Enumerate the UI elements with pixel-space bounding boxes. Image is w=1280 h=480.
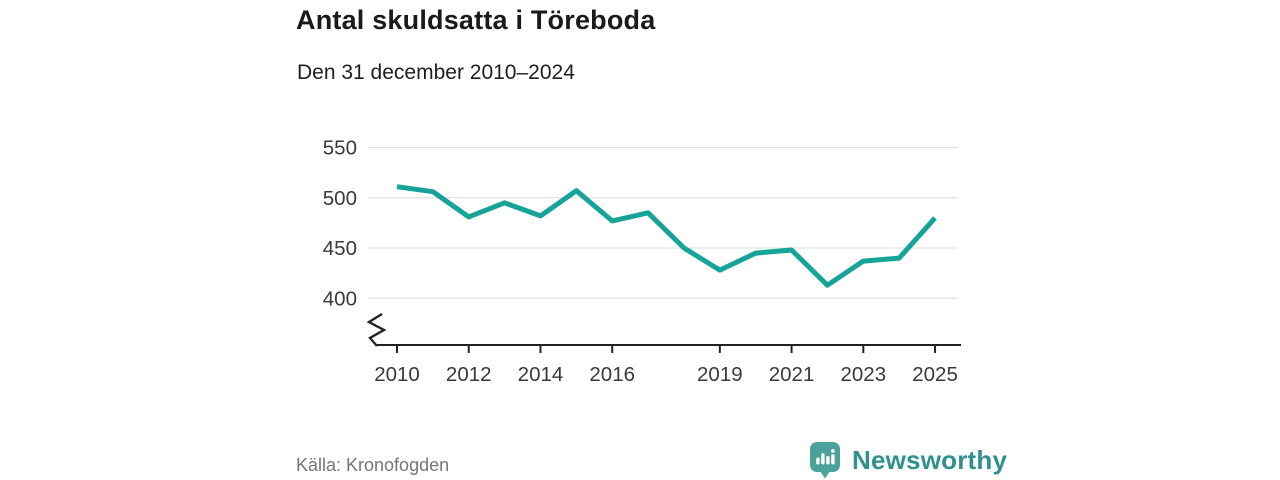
x-tick-label: 2019: [697, 363, 743, 386]
source-note: Källa: Kronofogden: [296, 455, 450, 475]
newsworthy-bar-chart-icon: [810, 442, 840, 479]
y-tick-label: 500: [323, 187, 357, 210]
x-tick-label: 2021: [769, 363, 815, 386]
x-tick-label: 2014: [518, 363, 564, 386]
y-tick-label: 400: [323, 287, 357, 310]
speech-bubble-shape: [810, 442, 840, 479]
newsworthy-wordmark: Newsworthy: [852, 444, 1008, 475]
axis-break-symbol: [366, 312, 387, 347]
y-tick-label: 450: [323, 237, 357, 260]
x-tick-label: 2016: [589, 363, 635, 386]
x-tick-label: 2023: [841, 363, 887, 386]
newsworthy-logo: Newsworthy: [808, 440, 1007, 480]
x-tick-label: 2012: [446, 363, 492, 386]
chart-title: Antal skuldsatta i Töreboda: [296, 5, 656, 35]
x-tick-label: 2025: [912, 363, 958, 386]
x-tick-label: 2010: [374, 363, 420, 386]
data-line-series: [396, 184, 937, 288]
y-tick-label: 550: [323, 137, 357, 160]
chart-subtitle: Den 31 december 2010–2024: [297, 61, 575, 84]
bars-glyph: [816, 449, 835, 465]
